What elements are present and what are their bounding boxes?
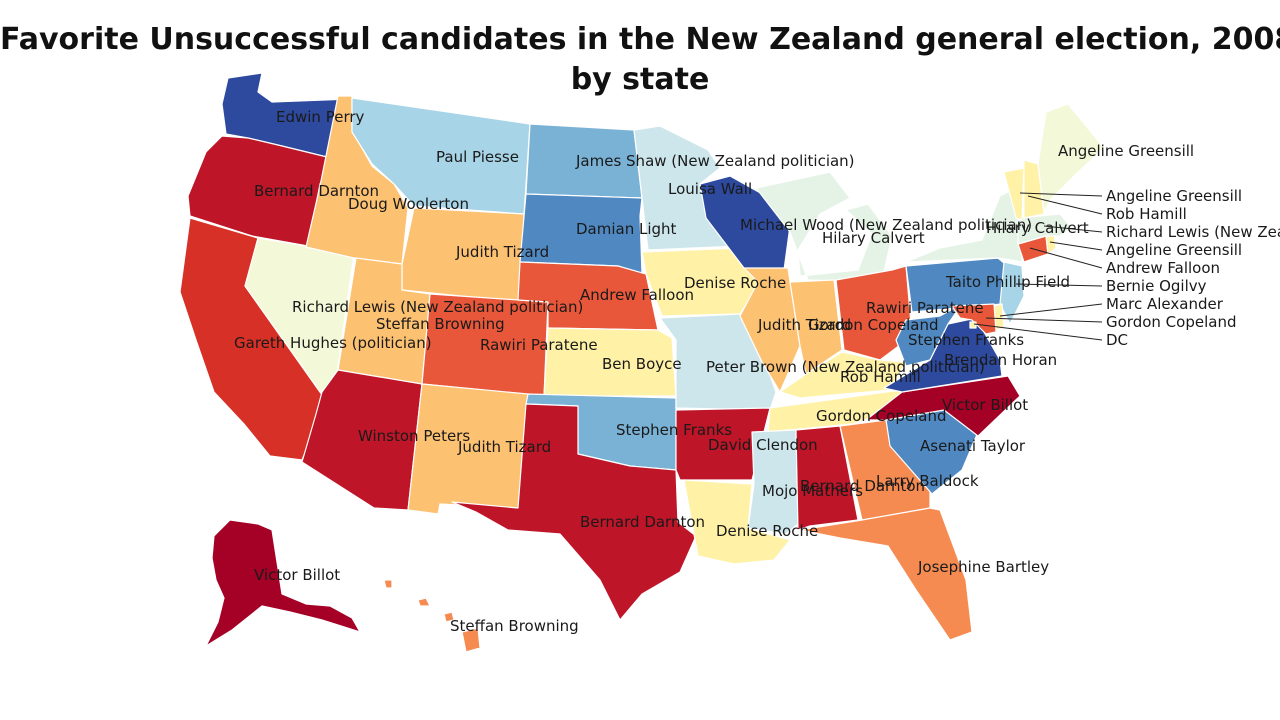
state-label-mo: Peter Brown (New Zealand politician): [706, 358, 985, 376]
state-ky[interactable]: [779, 351, 907, 399]
map-title: Favorite Unsuccessful candidates in the …: [0, 20, 1280, 100]
state-label-wy: Judith Tizard: [455, 243, 549, 261]
leader-line-vt: [1019, 192, 1103, 197]
state-label-ks: Ben Boyce: [602, 355, 682, 373]
state-vt[interactable]: [1003, 167, 1025, 221]
state-label-md: Gordon Copeland: [1106, 313, 1236, 331]
state-ri[interactable]: [1045, 233, 1057, 255]
state-label-al: Bernard Darnton: [800, 477, 925, 495]
state-label-sc: Asenati Taylor: [920, 437, 1026, 455]
state-me[interactable]: [1037, 103, 1105, 213]
state-label-ut: Steffan Browning: [376, 315, 505, 333]
leader-line-dc: [973, 323, 1103, 341]
state-label-nj: Bernie Ogilvy: [1106, 277, 1207, 295]
leader-line-nj: [1015, 283, 1103, 287]
state-label-nm: Judith Tizard: [457, 438, 551, 456]
state-label-wi: Michael Wood (New Zealand politician): [740, 216, 1032, 234]
state-label-ma: Richard Lewis (New Zealand politician): [1106, 223, 1280, 241]
map-title-line-1: Favorite Unsuccessful candidates in the …: [0, 22, 1280, 57]
state-label-mt: Paul Piesse: [436, 148, 519, 166]
state-fl[interactable]: [799, 507, 973, 641]
state-label-ct: Andrew Falloon: [1106, 259, 1220, 277]
state-label-az: Winston Peters: [358, 427, 470, 445]
state-label-ga: Larry Baldock: [876, 472, 979, 490]
map-title-line-2: by state: [570, 62, 710, 97]
leader-line-ma: [1043, 225, 1103, 233]
state-label-sd: Damian Light: [576, 220, 677, 238]
leader-line-de: [999, 303, 1103, 317]
state-ks[interactable]: [543, 327, 677, 397]
state-label-vt: Angeline Greensill: [1106, 187, 1242, 205]
state-mi[interactable]: [755, 171, 893, 283]
state-hi[interactable]: [383, 579, 481, 653]
state-dc[interactable]: [969, 321, 977, 329]
state-wv[interactable]: [895, 303, 963, 367]
state-label-me: Angeline Greensill: [1058, 142, 1194, 160]
state-label-fl: Josephine Bartley: [917, 558, 1049, 576]
state-label-wa: Edwin Perry: [276, 108, 365, 126]
state-ma[interactable]: [1017, 213, 1073, 245]
leader-line-ri: [1049, 241, 1103, 251]
state-il[interactable]: [739, 267, 801, 393]
state-in[interactable]: [789, 279, 843, 375]
state-label-nc: Victor Billot: [942, 396, 1028, 414]
state-label-nh: Rob Hamill: [1106, 205, 1187, 223]
leader-line-ct: [1029, 247, 1103, 269]
state-label-ia: Denise Roche: [684, 274, 786, 292]
state-label-tn: Gordon Copeland: [816, 407, 946, 425]
state-label-ms: Mojo Mathers: [762, 482, 863, 500]
state-nj[interactable]: [999, 261, 1025, 325]
state-label-la: Denise Roche: [716, 522, 818, 540]
state-label-nv: Richard Lewis (New Zealand politician): [292, 298, 583, 316]
state-label-il: Judith Tizard: [757, 316, 851, 334]
state-md[interactable]: [951, 303, 997, 335]
state-label-tx: Bernard Darnton: [580, 513, 705, 531]
state-label-ak: Victor Billot: [254, 566, 340, 584]
state-label-mi: Hilary Calvert: [822, 229, 925, 247]
states-layer: [179, 72, 1105, 653]
state-label-in: Gordon Copeland: [808, 316, 938, 334]
state-labels: Edwin Perry Paul Piesse James Shaw (New …: [234, 108, 1280, 635]
state-la[interactable]: [683, 479, 791, 565]
state-label-dc: DC: [1106, 331, 1128, 349]
state-al[interactable]: [795, 425, 859, 531]
leader-lines: [973, 192, 1103, 341]
state-label-mn: Louisa Wall: [668, 180, 752, 198]
leader-line-nh: [1027, 195, 1103, 215]
state-label-ca: Gareth Hughes (politician): [234, 334, 432, 352]
state-label-co: Rawiri Paratene: [480, 336, 598, 354]
state-label-ny: Hilary Calvert: [986, 219, 1089, 237]
state-label-hi: Steffan Browning: [450, 617, 579, 635]
state-label-ri: Angeline Greensill: [1106, 241, 1242, 259]
state-ak[interactable]: [205, 519, 361, 647]
state-label-ok: Stephen Franks: [616, 421, 732, 439]
state-label-va: Brendan Horan: [944, 351, 1057, 369]
state-label-id: Doug Woolerton: [348, 195, 469, 213]
state-label-or: Bernard Darnton: [254, 182, 379, 200]
state-label-de: Marc Alexander: [1106, 295, 1224, 313]
state-label-ky: Rob Hamill: [840, 368, 921, 386]
state-label-oh: Rawiri Paratene: [866, 299, 984, 317]
state-label-wv: Stephen Franks: [908, 331, 1024, 349]
state-ar[interactable]: [675, 407, 771, 481]
state-label-ar: David Clendon: [708, 436, 818, 454]
state-label-pa: Taito Phillip Field: [945, 273, 1070, 291]
state-tx[interactable]: [451, 403, 697, 621]
state-label-ne: Andrew Falloon: [580, 286, 694, 304]
leader-line-md: [985, 317, 1103, 323]
state-label-nd: James Shaw (New Zealand politician): [575, 152, 855, 170]
